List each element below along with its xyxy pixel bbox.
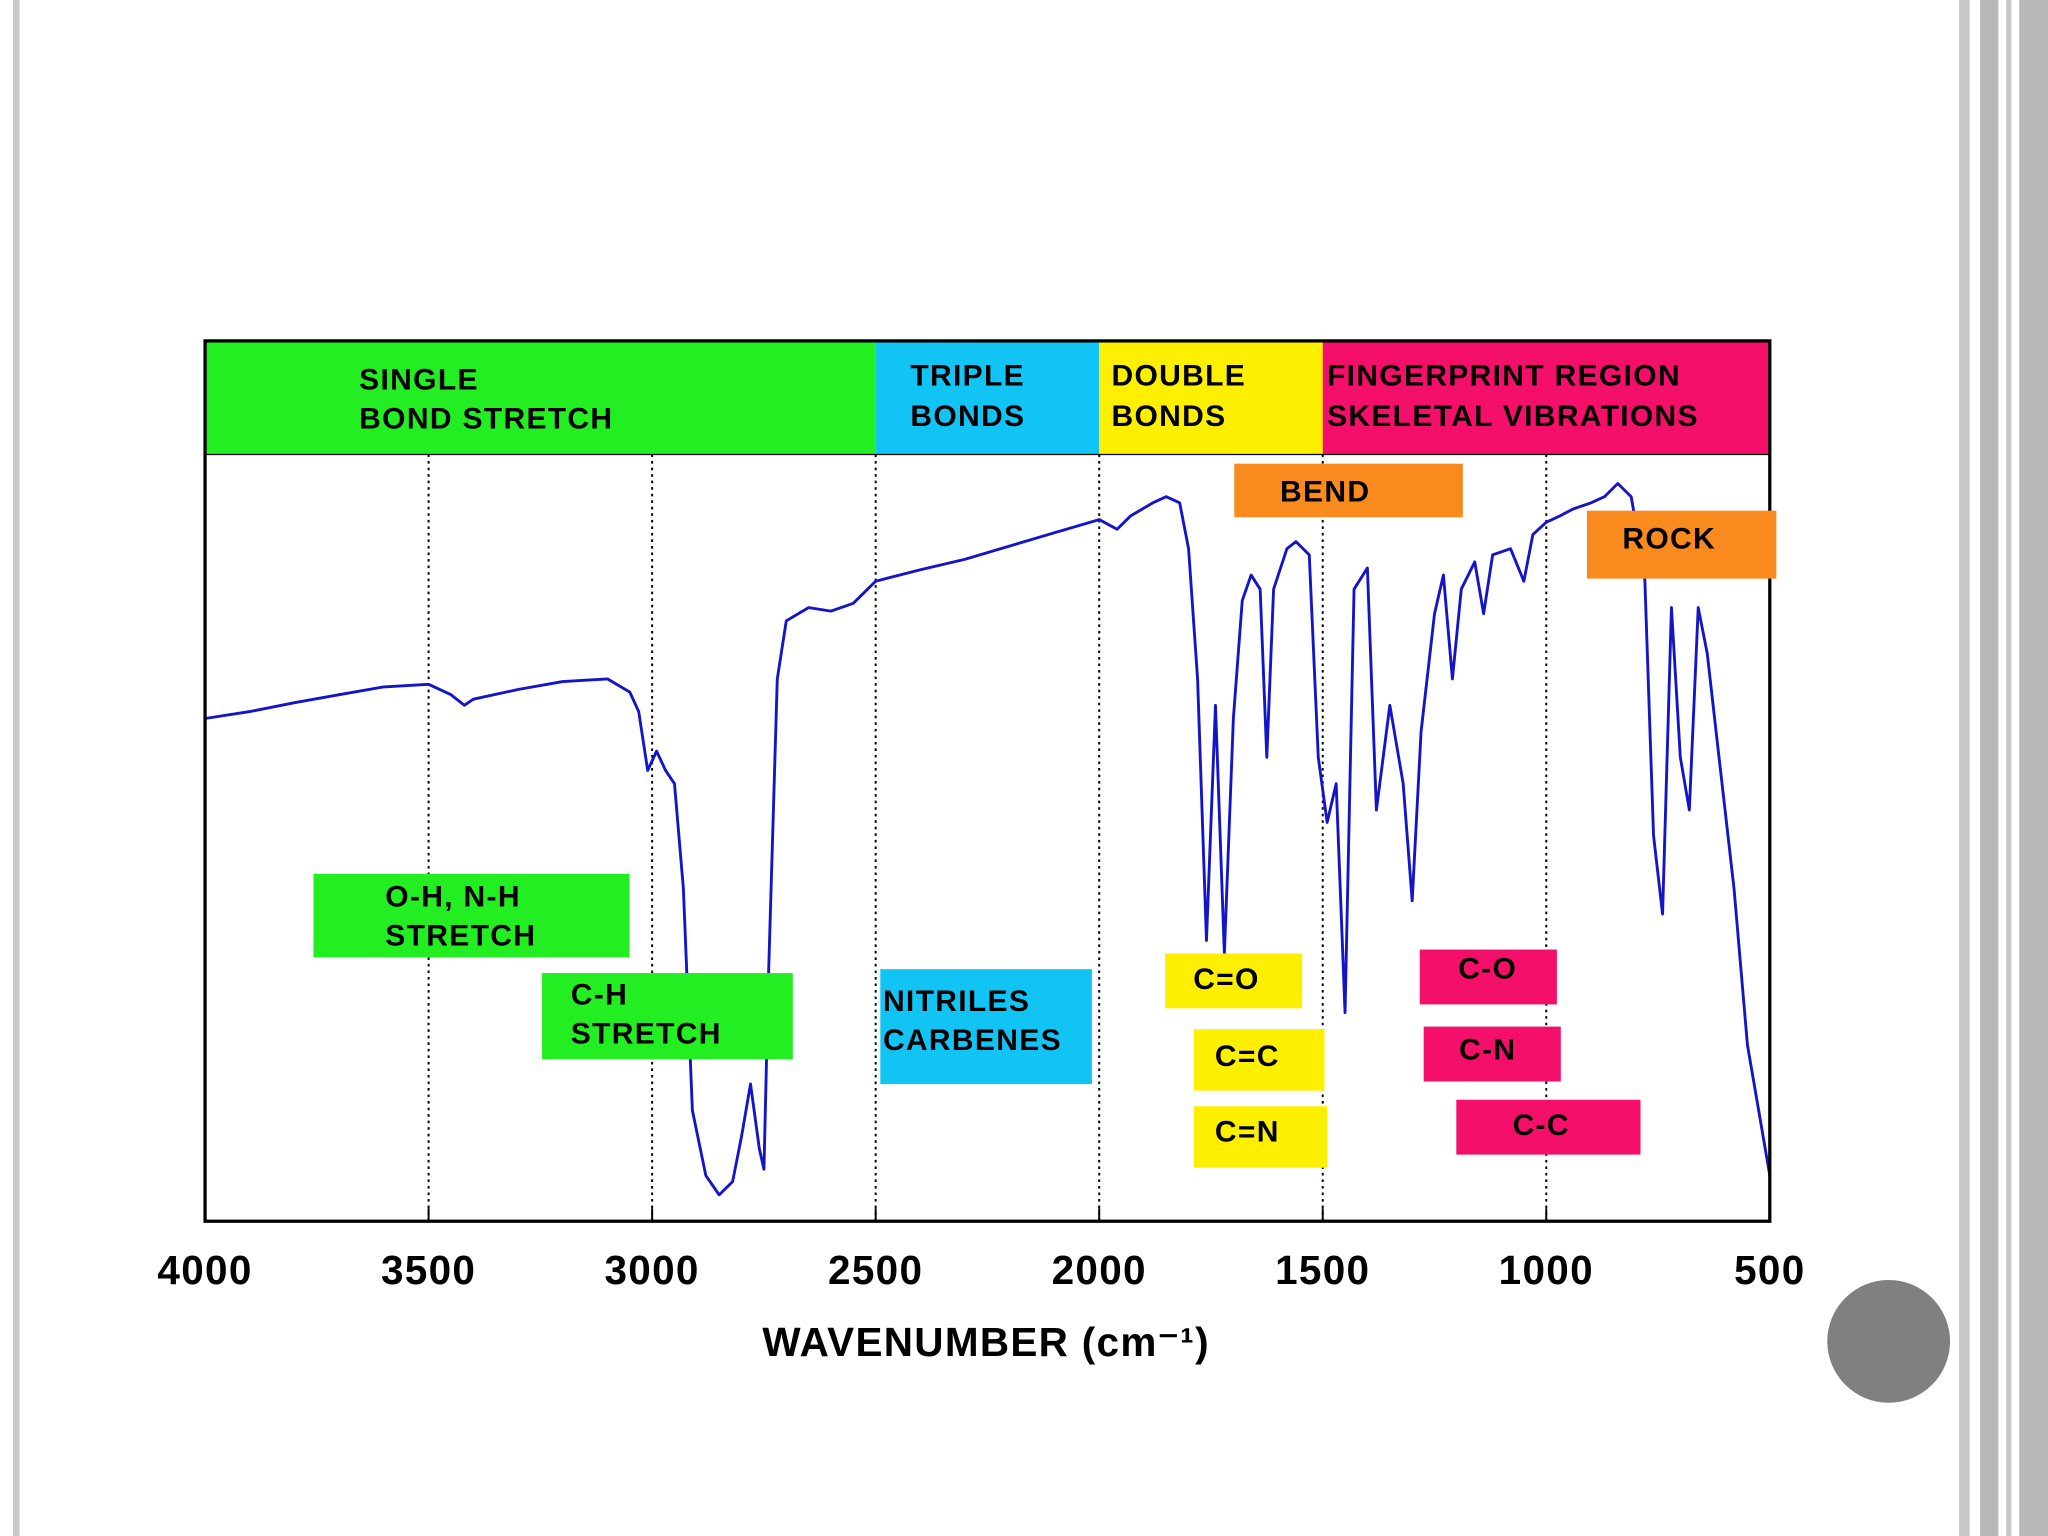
region-label: BOND STRETCH bbox=[359, 403, 613, 436]
region-label: TRIPLE bbox=[910, 359, 1025, 392]
annotation-box bbox=[1234, 463, 1463, 518]
region-label: DOUBLE bbox=[1112, 359, 1247, 392]
region-label: FINGERPRINT REGION bbox=[1327, 359, 1681, 392]
x-tick-label: 1500 bbox=[1275, 1247, 1370, 1293]
annotation-box bbox=[313, 873, 630, 958]
slide-button bbox=[1827, 1280, 1951, 1403]
right-border bbox=[2019, 0, 2048, 1536]
annotation-label: CARBENES bbox=[883, 1024, 1062, 1057]
annotation-box bbox=[1456, 1099, 1641, 1155]
spectrum-line bbox=[204, 482, 1772, 1197]
region-label: BONDS bbox=[910, 400, 1025, 433]
x-axis-label: WAVENUMBER (cm⁻¹) bbox=[762, 1319, 1210, 1365]
right-border bbox=[1959, 0, 1970, 1536]
region-band bbox=[205, 340, 876, 455]
x-tick-label: 3000 bbox=[604, 1247, 699, 1293]
right-border bbox=[1980, 0, 1999, 1536]
annotation-label: C-O bbox=[1458, 952, 1517, 985]
region-label: SINGLE bbox=[359, 363, 479, 396]
x-tick-label: 500 bbox=[1734, 1247, 1805, 1293]
annotation-label: C=C bbox=[1215, 1040, 1280, 1073]
annotation-label: C=O bbox=[1193, 963, 1260, 996]
annotation-label: C-H bbox=[571, 979, 628, 1012]
annotation-box bbox=[542, 973, 793, 1060]
chart: SINGLE BOND STRETCH TRIPLE BONDS DOUBLE BONDS… bbox=[157, 339, 1805, 1293]
region-band bbox=[875, 340, 1100, 455]
x-tick-label: 2000 bbox=[1052, 1247, 1147, 1293]
x-tick-label: 4000 bbox=[157, 1247, 252, 1293]
region-band bbox=[1099, 340, 1323, 455]
annotation-label: ROCK bbox=[1622, 523, 1716, 556]
annotation-label: BEND bbox=[1280, 476, 1370, 509]
annotation-label: NITRILES bbox=[883, 985, 1030, 1018]
annotation-box bbox=[1193, 1029, 1325, 1091]
region-label: SKELETAL VIBRATIONS bbox=[1327, 400, 1699, 433]
annotation-label: C-N bbox=[1459, 1033, 1516, 1066]
x-tick-label: 2500 bbox=[828, 1247, 923, 1293]
annotation-box bbox=[1423, 1026, 1561, 1082]
annotation-box bbox=[1419, 949, 1557, 1005]
right-border bbox=[2006, 0, 2012, 1536]
plot-frame bbox=[203, 339, 1772, 1223]
annotation-box bbox=[1193, 1106, 1328, 1168]
annotation-label: C=N bbox=[1215, 1116, 1280, 1149]
x-tick-label: 1000 bbox=[1499, 1247, 1594, 1293]
x-tick-label: 3500 bbox=[381, 1247, 476, 1293]
annotation-box bbox=[880, 969, 1092, 1085]
annotation-label: STRETCH bbox=[571, 1018, 722, 1051]
annotation-label: STRETCH bbox=[385, 920, 536, 953]
annotation-label: O-H, N-H bbox=[385, 881, 521, 914]
annotation-box bbox=[1586, 510, 1777, 579]
annotation-box bbox=[1165, 953, 1303, 1009]
region-label: BONDS bbox=[1112, 400, 1227, 433]
region-band bbox=[1322, 340, 1770, 455]
left-border bbox=[13, 0, 20, 1536]
annotation-label: C-C bbox=[1513, 1109, 1570, 1142]
